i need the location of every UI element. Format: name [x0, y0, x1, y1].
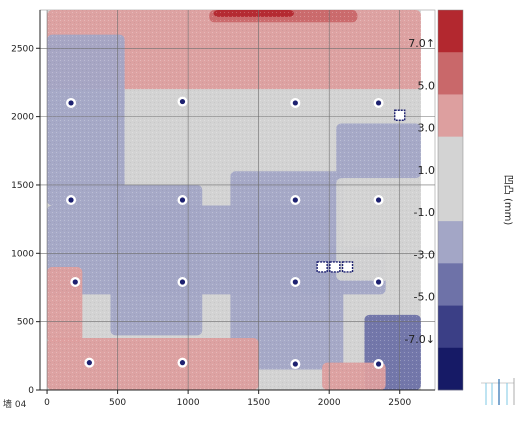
- x-tick-label: 1500: [247, 398, 270, 408]
- x-tick-label: 2000: [318, 398, 341, 408]
- marker-box: [394, 109, 406, 121]
- anchor-point: [292, 197, 298, 203]
- anchor-point: [292, 100, 298, 106]
- x-tick-label: 500: [109, 398, 126, 408]
- colorbar-segment: [438, 52, 463, 95]
- colorbar-label: -3.0: [414, 248, 435, 261]
- anchor-point: [375, 197, 382, 203]
- anchor-point: [86, 360, 92, 366]
- y-tick-label: 2000: [11, 113, 34, 123]
- colorbar-label: 7.0↑: [408, 37, 435, 50]
- y-tick-label: 2500: [11, 44, 34, 54]
- x-axis-ticks: 0 500 1000 1500 2000 2500: [44, 390, 411, 408]
- colorbar-label: -7.0↓: [404, 333, 435, 346]
- anchor-point: [375, 279, 382, 285]
- anchor-point: [68, 197, 74, 203]
- colorbar-segment: [438, 221, 463, 264]
- anchor-points: [66, 96, 384, 370]
- locator-inset: [481, 378, 515, 405]
- colorbar-segment: [438, 263, 463, 306]
- colorbar-segment: [438, 347, 463, 391]
- y-tick-label: 500: [17, 318, 34, 328]
- anchor-point: [72, 279, 78, 285]
- marker-box: [341, 261, 354, 273]
- anchor-point: [179, 279, 186, 285]
- colorbar-segment: [438, 94, 463, 137]
- colorbar-label: 5.0: [418, 79, 436, 92]
- marker-box: [316, 261, 328, 273]
- corner-label: 墙 04: [3, 398, 27, 410]
- markers: [316, 109, 406, 273]
- anchor-point: [375, 361, 382, 367]
- colorbar-label: -1.0: [414, 206, 435, 219]
- colorbar-segment: [438, 178, 463, 222]
- anchor-point: [179, 360, 186, 366]
- colorbar-label: 3.0: [418, 122, 436, 135]
- colorbar-title: 凹凸 (mm): [502, 175, 514, 226]
- surface-texture: [47, 10, 421, 390]
- colorbar-label: -5.0: [414, 291, 435, 304]
- anchor-point: [292, 279, 298, 285]
- colorbar-segment: [438, 305, 463, 349]
- x-tick-label: 2500: [388, 398, 411, 408]
- anchor-point: [179, 197, 186, 203]
- y-axis-ticks: 0 500 1000 1500 2000 2500: [11, 44, 40, 396]
- colorbar-segment: [438, 136, 463, 180]
- anchor-point: [375, 100, 382, 106]
- x-tick-label: 0: [44, 398, 50, 408]
- x-tick-label: 1000: [177, 398, 200, 408]
- y-tick-label: 1500: [11, 181, 34, 191]
- marker-box: [329, 261, 341, 273]
- y-tick-label: 0: [28, 386, 34, 396]
- colorbar-label: 1.0: [418, 164, 436, 177]
- colorbar-frame: [437, 9, 464, 391]
- anchor-point: [292, 361, 298, 367]
- colorbar: 7.0↑ 5.0 3.0 1.0 -1.0 -3.0 -5.0 -7.0↓: [404, 9, 464, 391]
- y-tick-label: 1000: [11, 249, 34, 259]
- colorbar-segment: [438, 10, 463, 53]
- anchor-point: [179, 98, 186, 105]
- anchor-point: [68, 100, 74, 106]
